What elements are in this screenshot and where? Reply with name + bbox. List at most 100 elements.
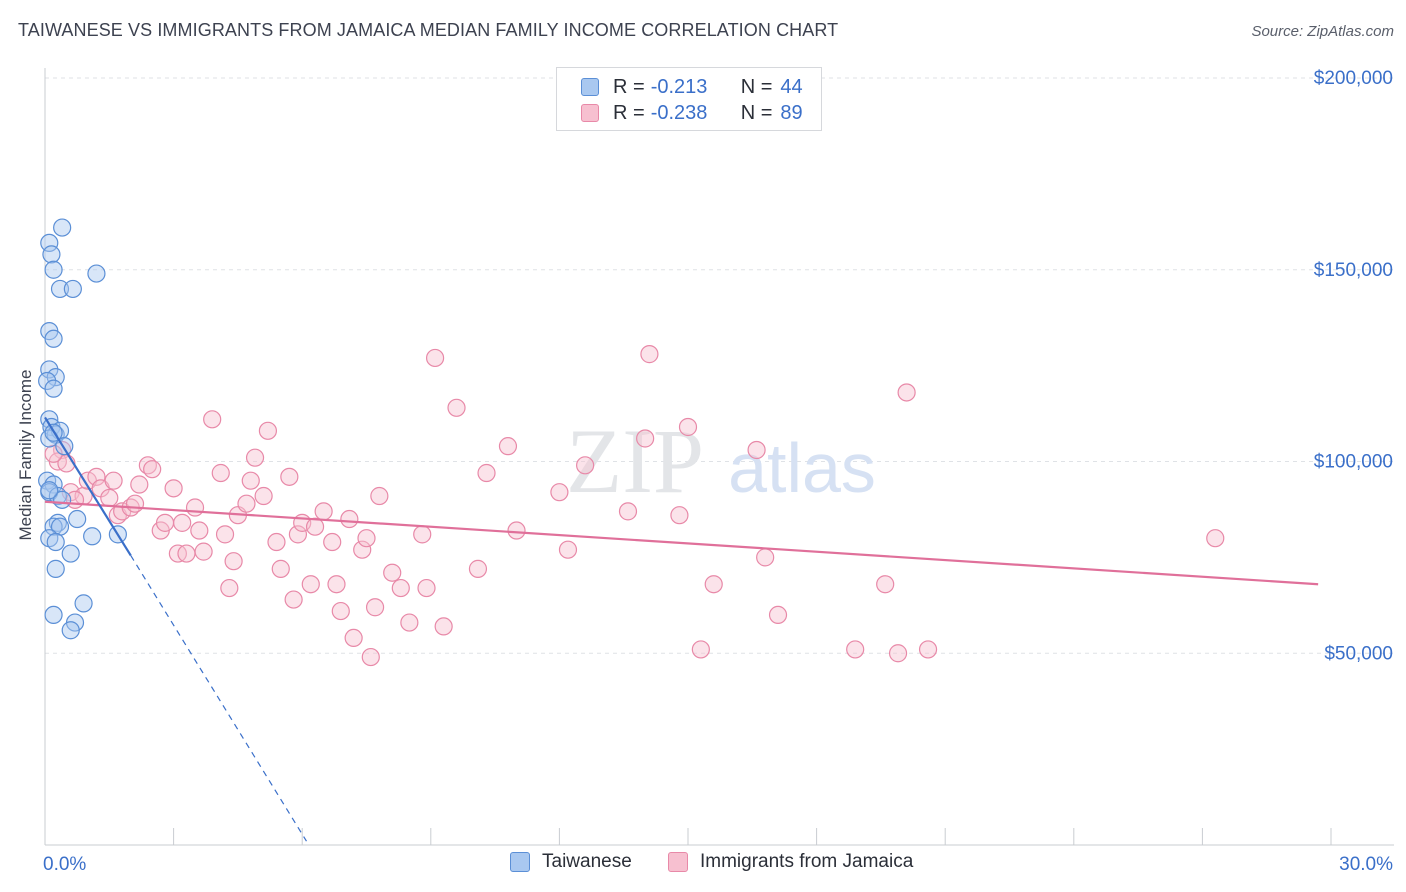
taiwanese-point xyxy=(74,594,93,613)
jamaica-point xyxy=(400,613,419,632)
jamaica-point xyxy=(143,460,162,479)
jamaica-point xyxy=(254,486,273,506)
jamaica-trend-line xyxy=(44,500,1319,586)
jamaica-point xyxy=(413,525,432,544)
taiwanese-point xyxy=(46,532,65,552)
taiwanese-point xyxy=(42,245,61,264)
jamaica-point xyxy=(327,575,346,594)
jamaica-point xyxy=(130,475,149,494)
jamaica-point xyxy=(100,488,119,508)
jamaica-series xyxy=(44,345,1225,667)
jamaica-point xyxy=(357,529,376,548)
jamaica-point xyxy=(155,513,175,532)
jamaica-point xyxy=(224,552,243,571)
jamaica-point xyxy=(271,559,290,578)
legend-r-label: R = xyxy=(613,101,645,124)
jamaica-point xyxy=(846,640,865,659)
y-tick-label: $150,000 xyxy=(1314,260,1393,281)
jamaica-point xyxy=(888,644,908,663)
taiwanese-point xyxy=(53,218,72,237)
taiwanese-trend-line xyxy=(44,416,132,557)
legend-swatch-jamaica xyxy=(581,104,599,122)
jamaica-point xyxy=(636,429,655,448)
jamaica-point xyxy=(258,421,278,440)
jamaica-point xyxy=(267,532,286,552)
bottom-legend-swatch-taiwanese xyxy=(510,852,530,872)
jamaica-point xyxy=(576,456,595,475)
jamaica-point xyxy=(237,494,256,513)
jamaica-point xyxy=(918,640,938,659)
x-tick-label-min: 0.0% xyxy=(43,854,86,875)
bottom-legend-label-jamaica: Immigrants from Jamaica xyxy=(700,851,914,872)
jamaica-point xyxy=(756,548,775,567)
taiwanese-point xyxy=(61,621,80,640)
jamaica-point xyxy=(507,521,526,540)
x-tick-label-max: 30.0% xyxy=(1339,854,1393,875)
legend-row-jamaica: R = -0.238 N = 89 xyxy=(581,101,803,125)
jamaica-point xyxy=(477,463,496,483)
jamaica-point xyxy=(1206,529,1225,548)
jamaica-point xyxy=(370,486,389,506)
jamaica-point xyxy=(241,471,260,490)
jamaica-point xyxy=(468,559,488,578)
jamaica-point xyxy=(391,578,410,598)
jamaica-point xyxy=(323,532,342,552)
taiwanese-point xyxy=(44,260,63,279)
jamaica-point xyxy=(125,494,145,513)
legend-swatch-taiwanese xyxy=(581,78,599,96)
taiwanese-point xyxy=(44,379,63,398)
jamaica-point xyxy=(331,601,350,621)
legend: R = -0.213 N = 44 R = -0.238 N = 89 xyxy=(556,67,822,131)
taiwanese-point xyxy=(63,279,82,299)
jamaica-point xyxy=(498,437,518,456)
jamaica-point xyxy=(550,483,569,502)
jamaica-point xyxy=(361,647,380,667)
bottom-legend-jamaica: Immigrants from Jamaica xyxy=(668,851,913,873)
bottom-legend-label-taiwanese: Taiwanese xyxy=(542,851,632,872)
jamaica-point xyxy=(434,617,453,636)
jamaica-point xyxy=(173,513,192,532)
jamaica-point xyxy=(284,590,303,609)
y-tick-label: $100,000 xyxy=(1314,452,1393,473)
jamaica-point xyxy=(344,628,363,648)
jamaica-point xyxy=(190,521,209,540)
jamaica-point xyxy=(678,417,698,437)
jamaica-point xyxy=(897,383,916,402)
chart-title: TAIWANESE VS IMMIGRANTS FROM JAMAICA MED… xyxy=(18,20,839,40)
jamaica-point xyxy=(768,605,788,625)
legend-n-label: N = xyxy=(740,101,773,124)
taiwanese-point xyxy=(83,527,102,546)
jamaica-point xyxy=(314,502,333,521)
source-label: Source: ZipAtlas.com xyxy=(1251,23,1394,40)
jamaica-point xyxy=(203,410,222,429)
jamaica-point xyxy=(425,348,445,368)
jamaica-point xyxy=(245,448,265,467)
taiwanese-point xyxy=(68,509,87,529)
jamaica-point xyxy=(288,525,308,544)
bottom-legend-taiwanese: Taiwanese xyxy=(510,851,632,873)
jamaica-point xyxy=(211,463,230,483)
y-tick-label: $200,000 xyxy=(1314,68,1393,89)
jamaica-point xyxy=(87,467,106,486)
jamaica-point xyxy=(447,398,466,417)
taiwanese-trend-extension xyxy=(130,555,307,842)
taiwanese-point xyxy=(46,559,65,578)
jamaica-point xyxy=(280,467,299,486)
jamaica-point xyxy=(353,540,372,559)
jamaica-point xyxy=(340,509,359,529)
taiwanese-point xyxy=(87,264,106,283)
y-axis-label: Median Family Income xyxy=(16,369,35,541)
jamaica-point xyxy=(365,598,385,617)
jamaica-point xyxy=(104,471,123,490)
bottom-legend-swatch-jamaica xyxy=(668,852,688,872)
taiwanese-point xyxy=(44,517,63,536)
legend-n-value: 44 xyxy=(780,75,803,98)
watermark-zip: ZIP xyxy=(566,410,704,512)
jamaica-point xyxy=(215,525,235,544)
taiwanese-point xyxy=(40,233,59,253)
taiwanese-point xyxy=(40,481,59,500)
jamaica-point xyxy=(640,345,659,364)
watermark-atlas: atlas xyxy=(728,429,876,507)
jamaica-point xyxy=(194,542,213,561)
